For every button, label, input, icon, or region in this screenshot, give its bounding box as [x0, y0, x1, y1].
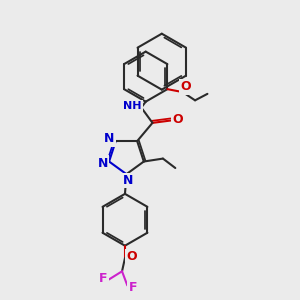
Text: N: N [123, 174, 133, 187]
Text: F: F [128, 281, 137, 294]
Text: N: N [98, 157, 108, 169]
Text: N: N [104, 132, 114, 145]
Text: O: O [172, 112, 182, 125]
Text: F: F [99, 272, 108, 285]
Text: O: O [126, 250, 137, 263]
Text: O: O [180, 80, 191, 93]
Text: NH: NH [123, 101, 142, 111]
